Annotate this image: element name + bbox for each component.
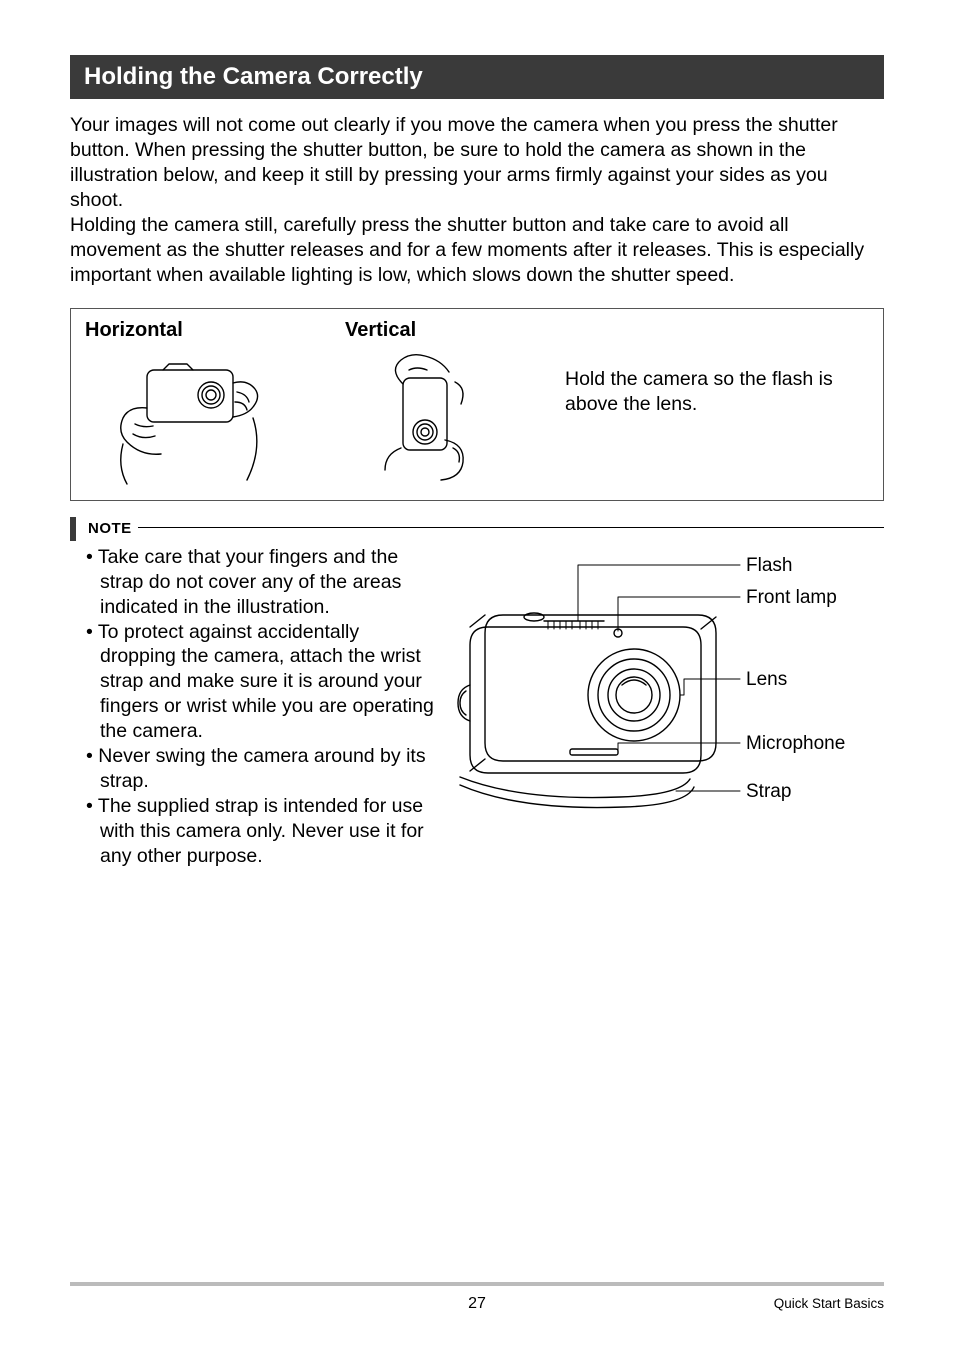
intro-paragraph-2: Holding the camera still, carefully pres… [70, 213, 884, 288]
intro-paragraph-1: Your images will not come out clearly if… [70, 113, 884, 213]
page-number: 27 [468, 1295, 486, 1313]
lens-label: Lens [746, 669, 787, 690]
footer-divider [70, 1282, 884, 1286]
note-label: NOTE [88, 520, 132, 537]
note-item: Take care that your fingers and the stra… [86, 545, 440, 620]
note-item: The supplied strap is intended for use w… [86, 794, 440, 869]
manual-page: Holding the Camera Correctly Your images… [0, 0, 954, 1357]
section-title: Holding the Camera Correctly [70, 55, 884, 99]
note-block: NOTE Take care that your fingers and the… [70, 519, 884, 869]
note-item: To protect against accidentally dropping… [86, 620, 440, 745]
horizontal-label: Horizontal [85, 319, 345, 342]
footer-section: Quick Start Basics [774, 1296, 884, 1311]
note-list: Take care that your fingers and the stra… [70, 545, 440, 869]
horizontal-grip-illustration [85, 348, 285, 488]
flash-label: Flash [746, 555, 792, 576]
note-divider [138, 527, 884, 528]
strap-label: Strap [746, 781, 791, 802]
note-item: Never swing the camera around by its str… [86, 744, 440, 794]
note-bar-icon [70, 517, 76, 541]
orientation-box: Horizontal [70, 308, 884, 501]
front-lamp-label: Front lamp [746, 587, 837, 608]
camera-parts-diagram: Flash Front lamp Lens Microphone Strap [440, 545, 884, 869]
vertical-grip-illustration [345, 348, 505, 488]
microphone-label: Microphone [746, 733, 845, 754]
orientation-side-text: Hold the camera so the flash is above th… [565, 319, 869, 417]
page-footer: 27 Quick Start Basics [70, 1282, 884, 1311]
vertical-label: Vertical [345, 319, 565, 342]
